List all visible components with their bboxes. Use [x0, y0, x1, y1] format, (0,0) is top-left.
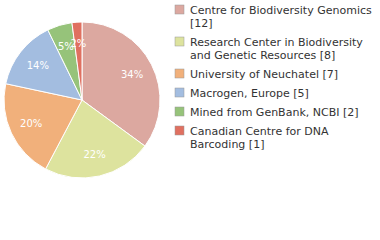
- legend-swatch: [175, 126, 184, 135]
- data-label: 22%: [84, 149, 106, 160]
- legend-swatch: [175, 5, 184, 14]
- legend-swatch: [175, 37, 184, 46]
- chart: 34%22%20%14%5%2%Centre for Biodiversity …: [0, 0, 380, 240]
- data-label: 20%: [20, 118, 42, 129]
- legend-label-line: Barcoding [1]: [190, 138, 264, 151]
- legend-swatch: [175, 107, 184, 116]
- legend: Centre for Biodiversity Genomics[12] Rese…: [175, 4, 372, 151]
- pie-slice: [48, 23, 82, 100]
- data-label: 34%: [121, 69, 143, 80]
- legend-label-line: [12]: [190, 17, 213, 30]
- legend-label: Macrogen, Europe [5]: [190, 87, 309, 100]
- legend-label-line: Macrogen, Europe [5]: [190, 87, 309, 100]
- legend-label: University of Neuchatel [7]: [190, 68, 338, 81]
- legend-label-line: Mined from GenBank, NCBI [2]: [190, 106, 359, 119]
- pie-slice: [72, 22, 82, 100]
- data-label: 2%: [70, 38, 86, 49]
- legend-swatch: [175, 69, 184, 78]
- pie: [4, 22, 160, 178]
- legend-label: Centre for Biodiversity Genomics[12]: [190, 4, 372, 30]
- legend-label: Mined from GenBank, NCBI [2]: [190, 106, 359, 119]
- data-label: 14%: [27, 60, 49, 71]
- legend-swatch: [175, 88, 184, 97]
- legend-label: Research Center in Biodiversityand Genet…: [190, 36, 363, 62]
- legend-label-line: Research Center in Biodiversity: [190, 36, 363, 49]
- legend-label-line: University of Neuchatel [7]: [190, 68, 338, 81]
- legend-label: Canadian Centre for DNABarcoding [1]: [190, 125, 329, 151]
- legend-label-line: and Genetic Resources [8]: [190, 49, 335, 62]
- data-labels: 34%22%20%14%5%2%: [20, 38, 143, 160]
- legend-label-line: Canadian Centre for DNA: [190, 125, 329, 138]
- legend-label-line: Centre for Biodiversity Genomics: [190, 4, 372, 17]
